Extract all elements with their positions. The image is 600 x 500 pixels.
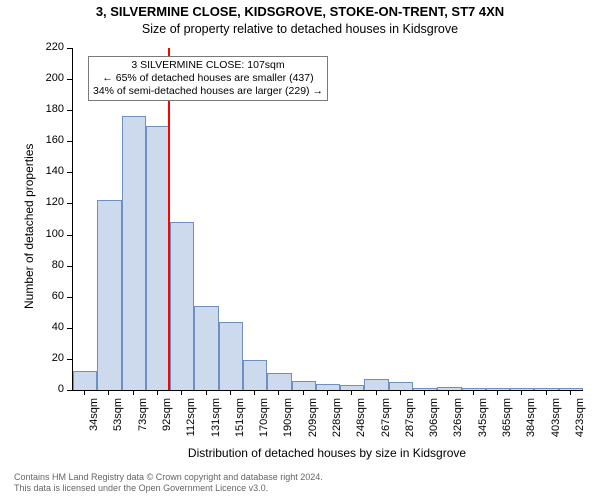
histogram-bar: [364, 379, 388, 390]
x-tick-label: 306sqm: [428, 398, 440, 438]
x-tick-label: 248sqm: [355, 398, 367, 438]
y-tick: [67, 328, 72, 329]
x-tick: [206, 390, 207, 395]
y-tick: [67, 390, 72, 391]
annotation-line-2: ← 65% of detached houses are smaller (43…: [93, 72, 323, 85]
x-tick-label: 112sqm: [185, 398, 197, 438]
histogram-bar: [243, 360, 267, 390]
annotation-box: 3 SILVERMINE CLOSE: 107sqm ← 65% of deta…: [88, 56, 328, 101]
x-tick: [230, 390, 231, 395]
y-tick: [67, 203, 72, 204]
histogram-bar: [267, 373, 291, 390]
histogram-bar: [194, 306, 218, 390]
y-tick: [67, 79, 72, 80]
x-tick: [181, 390, 182, 395]
y-tick: [67, 297, 72, 298]
y-tick: [67, 359, 72, 360]
x-tick-label: 53sqm: [112, 398, 124, 438]
y-tick: [67, 235, 72, 236]
x-tick: [521, 390, 522, 395]
annotation-line-1: 3 SILVERMINE CLOSE: 107sqm: [93, 59, 323, 72]
x-tick-label: 92sqm: [161, 398, 173, 438]
y-tick: [67, 48, 72, 49]
histogram-bar: [340, 385, 364, 390]
y-tick-label: 120: [38, 196, 64, 208]
y-tick-label: 200: [38, 72, 64, 84]
annotation-line-3: 34% of semi-detached houses are larger (…: [93, 85, 323, 98]
x-tick-label: 228sqm: [331, 398, 343, 438]
y-tick-label: 40: [38, 321, 64, 333]
x-tick-label: 403sqm: [550, 398, 562, 438]
x-tick-label: 170sqm: [258, 398, 270, 438]
y-tick-label: 220: [38, 41, 64, 53]
histogram-bar: [73, 371, 97, 390]
x-tick-label: 267sqm: [380, 398, 392, 438]
x-tick: [108, 390, 109, 395]
chart-subtitle: Size of property relative to detached ho…: [0, 22, 600, 36]
histogram-bar: [219, 322, 243, 390]
y-tick-label: 60: [38, 290, 64, 302]
y-tick-label: 180: [38, 103, 64, 115]
x-tick: [303, 390, 304, 395]
histogram-bar: [413, 388, 437, 390]
y-tick-label: 160: [38, 134, 64, 146]
x-tick-label: 365sqm: [501, 398, 513, 438]
x-tick: [570, 390, 571, 395]
y-tick: [67, 172, 72, 173]
x-tick-label: 345sqm: [477, 398, 489, 438]
histogram-bar: [97, 200, 121, 390]
histogram-bar: [462, 388, 486, 390]
y-tick: [67, 141, 72, 142]
histogram-bar: [437, 387, 461, 390]
y-axis-label: Number of detached properties: [22, 144, 36, 309]
y-tick-label: 80: [38, 259, 64, 271]
chart-title-address: 3, SILVERMINE CLOSE, KIDSGROVE, STOKE-ON…: [0, 4, 600, 19]
x-tick-label: 34sqm: [88, 398, 100, 438]
x-tick-label: 209sqm: [307, 398, 319, 438]
footer-attribution: Contains HM Land Registry data © Crown c…: [14, 472, 323, 494]
x-tick: [157, 390, 158, 395]
histogram-bar: [534, 388, 558, 390]
x-axis-label: Distribution of detached houses by size …: [72, 446, 582, 460]
footer-line-1: Contains HM Land Registry data © Crown c…: [14, 472, 323, 483]
x-tick-label: 326sqm: [452, 398, 464, 438]
x-tick: [376, 390, 377, 395]
x-tick: [351, 390, 352, 395]
x-tick-label: 131sqm: [210, 398, 222, 438]
histogram-bar: [559, 388, 583, 390]
footer-line-2: This data is licensed under the Open Gov…: [14, 483, 323, 494]
y-tick-label: 100: [38, 228, 64, 240]
x-tick-label: 423sqm: [574, 398, 586, 438]
histogram-bar: [170, 222, 194, 390]
x-tick-label: 190sqm: [282, 398, 294, 438]
x-tick: [400, 390, 401, 395]
x-tick: [497, 390, 498, 395]
y-tick: [67, 110, 72, 111]
histogram-bar: [389, 382, 413, 390]
histogram-bar: [146, 126, 170, 390]
y-tick-label: 0: [38, 383, 64, 395]
x-tick: [424, 390, 425, 395]
x-tick: [327, 390, 328, 395]
x-tick-label: 73sqm: [137, 398, 149, 438]
chart-container: { "titles": { "line1": "3, SILVERMINE CL…: [0, 0, 600, 500]
x-tick: [84, 390, 85, 395]
x-tick: [278, 390, 279, 395]
x-tick-label: 384sqm: [525, 398, 537, 438]
histogram-bar: [292, 381, 316, 390]
y-tick-label: 20: [38, 352, 64, 364]
y-tick: [67, 266, 72, 267]
x-tick-label: 287sqm: [404, 398, 416, 438]
y-tick-label: 140: [38, 165, 64, 177]
x-tick: [133, 390, 134, 395]
histogram-bar: [122, 116, 146, 390]
x-tick: [448, 390, 449, 395]
x-tick-label: 151sqm: [234, 398, 246, 438]
histogram-bar: [510, 388, 534, 390]
x-tick: [546, 390, 547, 395]
x-tick: [473, 390, 474, 395]
x-tick: [254, 390, 255, 395]
